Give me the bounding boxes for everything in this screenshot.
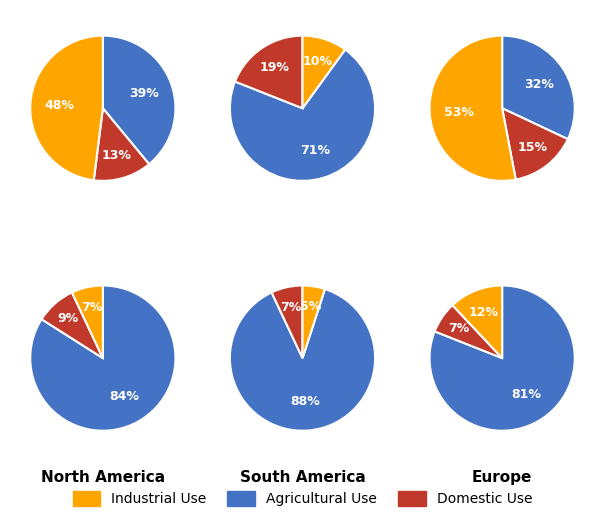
- Wedge shape: [502, 36, 575, 139]
- Wedge shape: [430, 36, 515, 181]
- Text: 15%: 15%: [517, 141, 548, 154]
- Text: 10%: 10%: [302, 55, 333, 68]
- Wedge shape: [272, 286, 302, 358]
- Wedge shape: [30, 286, 175, 431]
- Text: 7%: 7%: [448, 322, 469, 335]
- Text: 9%: 9%: [57, 312, 79, 325]
- Wedge shape: [94, 108, 149, 181]
- Wedge shape: [230, 50, 375, 181]
- Text: 71%: 71%: [299, 144, 330, 157]
- Wedge shape: [230, 289, 375, 431]
- Text: 7%: 7%: [281, 301, 302, 313]
- Wedge shape: [430, 286, 575, 431]
- Text: 53%: 53%: [444, 106, 474, 119]
- Title: South America: South America: [240, 470, 365, 485]
- Text: 32%: 32%: [524, 79, 554, 91]
- Wedge shape: [103, 36, 175, 164]
- Wedge shape: [42, 292, 103, 358]
- Wedge shape: [302, 286, 325, 358]
- Title: Europe: Europe: [472, 470, 532, 485]
- Legend: Industrial Use, Agricultural Use, Domestic Use: Industrial Use, Agricultural Use, Domest…: [67, 486, 538, 512]
- Text: 84%: 84%: [109, 390, 139, 403]
- Text: 5%: 5%: [300, 300, 321, 313]
- Text: 88%: 88%: [290, 395, 320, 408]
- Text: 12%: 12%: [469, 305, 499, 319]
- Text: 81%: 81%: [512, 388, 541, 401]
- Wedge shape: [235, 36, 302, 108]
- Wedge shape: [30, 36, 103, 180]
- Wedge shape: [453, 286, 502, 358]
- Wedge shape: [502, 108, 568, 180]
- Text: 39%: 39%: [129, 87, 159, 100]
- Text: 13%: 13%: [102, 149, 131, 162]
- Text: 48%: 48%: [44, 99, 74, 112]
- Wedge shape: [302, 36, 345, 108]
- Text: 7%: 7%: [81, 301, 102, 313]
- Title: North America: North America: [41, 470, 165, 485]
- Text: 19%: 19%: [260, 61, 290, 74]
- Wedge shape: [434, 305, 502, 358]
- Wedge shape: [72, 286, 103, 358]
